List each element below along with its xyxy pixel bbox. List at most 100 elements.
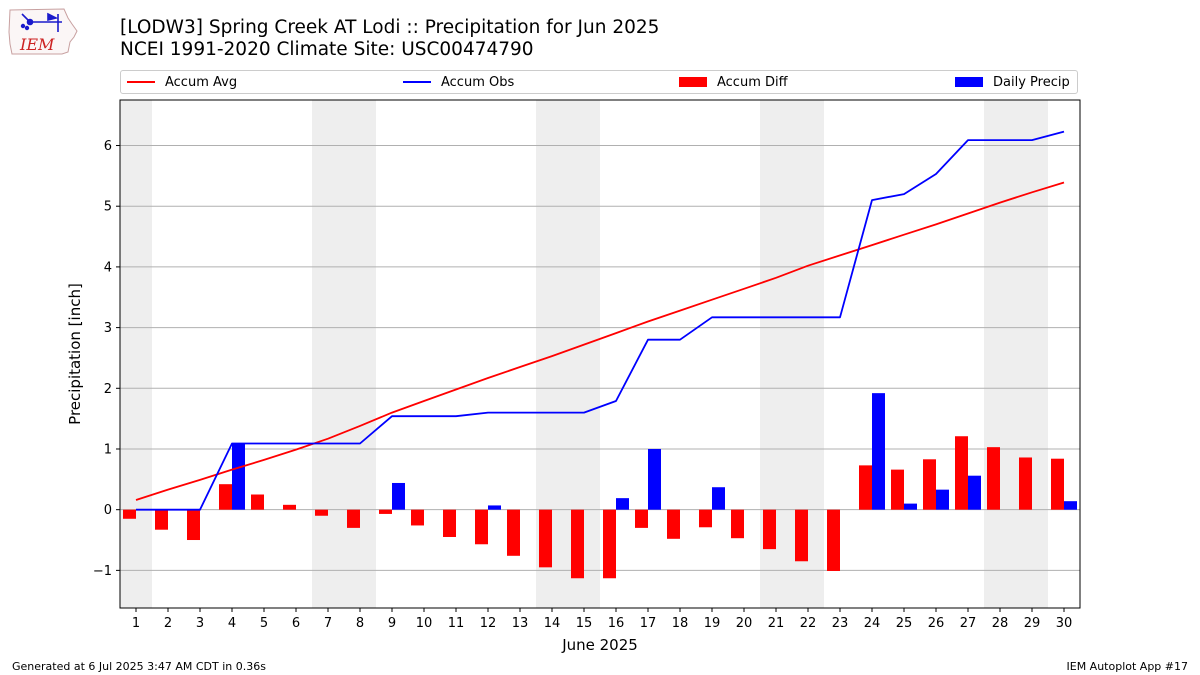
daily-precip-bar — [648, 448, 661, 510]
accum-diff-bar — [187, 509, 200, 541]
x-tick-label: 24 — [864, 616, 881, 631]
x-tick-label: 20 — [736, 616, 753, 631]
legend-swatch-accum-obs — [403, 81, 431, 83]
x-tick-label: 1 — [132, 616, 140, 631]
weekend-band — [984, 100, 1048, 608]
accum-avg-line — [135, 181, 1065, 501]
y-tick-label: 3 — [104, 321, 112, 336]
x-tick-label: 30 — [1056, 616, 1073, 631]
x-tick-label: 26 — [928, 616, 945, 631]
legend-label-daily-precip: Daily Precip — [993, 74, 1070, 90]
logo-text: IEM — [19, 35, 55, 54]
accum-diff-bar — [443, 509, 456, 537]
x-tick-label: 5 — [260, 616, 268, 631]
accum-diff-bar — [699, 509, 712, 528]
accum-diff-bar — [1051, 458, 1064, 510]
y-tick-label: 5 — [104, 200, 112, 215]
x-tick-label: 25 — [896, 616, 913, 631]
weather-station-icon — [20, 12, 62, 32]
x-tick-label: 28 — [992, 616, 1009, 631]
x-tick-label: 10 — [416, 616, 433, 631]
weekend-band — [312, 100, 376, 608]
daily-precip-bar — [392, 482, 405, 510]
x-tick-label: 16 — [608, 616, 625, 631]
accum-diff-bar — [603, 509, 616, 579]
accum-diff-bar — [987, 447, 1000, 510]
x-tick-label: 9 — [388, 616, 396, 631]
daily-precip-bar — [968, 475, 981, 510]
daily-precip-bar — [936, 489, 949, 510]
footer-generated-text: Generated at 6 Jul 2025 3:47 AM CDT in 0… — [12, 660, 266, 673]
legend-label-accum-avg: Accum Avg — [165, 74, 238, 90]
daily-precip-bar — [1064, 501, 1077, 510]
x-tick-label: 21 — [768, 616, 785, 631]
chart-title: [LODW3] Spring Creek AT Lodi :: Precipit… — [120, 17, 660, 38]
legend-label-accum-diff: Accum Diff — [717, 74, 788, 90]
accum-obs-line — [136, 130, 1065, 511]
accum-diff-bar — [571, 509, 584, 579]
accum-diff-bar — [955, 436, 968, 510]
x-tick-label: 19 — [704, 616, 721, 631]
iem-logo: IEM — [8, 8, 78, 55]
accum-diff-bar — [283, 504, 296, 510]
chart-subtitle: NCEI 1991-2020 Climate Site: USC00474790 — [120, 39, 534, 60]
daily-precip-bar — [232, 443, 245, 510]
iowa-state-outline — [8, 8, 78, 55]
y-tick-label: 4 — [104, 260, 112, 275]
daily-precip-bar — [616, 498, 629, 510]
x-tick-label: 17 — [640, 616, 657, 631]
x-axis-label: June 2025 — [561, 636, 638, 654]
accum-diff-bar — [315, 509, 328, 516]
legend-swatch-accum-diff — [679, 77, 707, 87]
daily-precip-bar — [488, 505, 501, 510]
x-tick-label: 12 — [480, 616, 497, 631]
accum-diff-bar — [507, 509, 520, 556]
accum-diff-bar — [667, 509, 680, 539]
accum-diff-bar — [475, 509, 488, 545]
accum-diff-bar — [411, 509, 424, 526]
x-tick-label: 2 — [164, 616, 172, 631]
daily-precip-bar — [872, 393, 885, 510]
x-tick-label: 23 — [832, 616, 849, 631]
accum-diff-bar — [859, 465, 872, 510]
legend-swatch-daily-precip — [955, 77, 983, 87]
daily-precip-bar — [712, 487, 725, 510]
daily-precip-bar — [904, 503, 917, 510]
accum-diff-bar — [539, 509, 552, 568]
x-tick-label: 22 — [800, 616, 817, 631]
accum-diff-bar — [795, 509, 808, 562]
x-tick-label: 29 — [1024, 616, 1041, 631]
accum-diff-bar — [123, 509, 136, 519]
legend-swatch-accum-avg — [127, 81, 155, 83]
y-axis-label: Precipitation [inch] — [66, 283, 84, 425]
accum-diff-bar — [219, 484, 232, 510]
accum-diff-bar — [635, 509, 648, 528]
y-tick-label: −1 — [93, 564, 112, 579]
x-tick-label: 3 — [196, 616, 204, 631]
series-lines — [135, 130, 1065, 511]
accum-diff-bar — [251, 494, 264, 510]
bars — [123, 393, 1077, 579]
accum-diff-bar — [1019, 457, 1032, 510]
footer-app-text: IEM Autoplot App #17 — [1066, 660, 1189, 673]
x-tick-label: 7 — [324, 616, 332, 631]
legend-entry-daily-precip: Daily Precip — [955, 71, 1070, 93]
legend-label-accum-obs: Accum Obs — [441, 74, 515, 90]
plot-frame — [119, 99, 1081, 609]
x-tick-label: 4 — [228, 616, 236, 631]
x-tick-label: 15 — [576, 616, 593, 631]
y-tick-label: 0 — [104, 503, 112, 518]
y-tick-label: 1 — [104, 442, 112, 457]
accum-diff-bar — [763, 509, 776, 550]
x-tick-label: 27 — [960, 616, 977, 631]
x-tick-label: 6 — [292, 616, 300, 631]
grid-lines — [120, 145, 1080, 571]
legend-entry-accum-avg: Accum Avg — [127, 71, 237, 93]
x-tick-label: 18 — [672, 616, 689, 631]
accum-diff-bar — [827, 509, 840, 571]
x-tick-label: 8 — [356, 616, 364, 631]
accum-diff-bar — [923, 459, 936, 510]
x-tick-label: 11 — [448, 616, 465, 631]
